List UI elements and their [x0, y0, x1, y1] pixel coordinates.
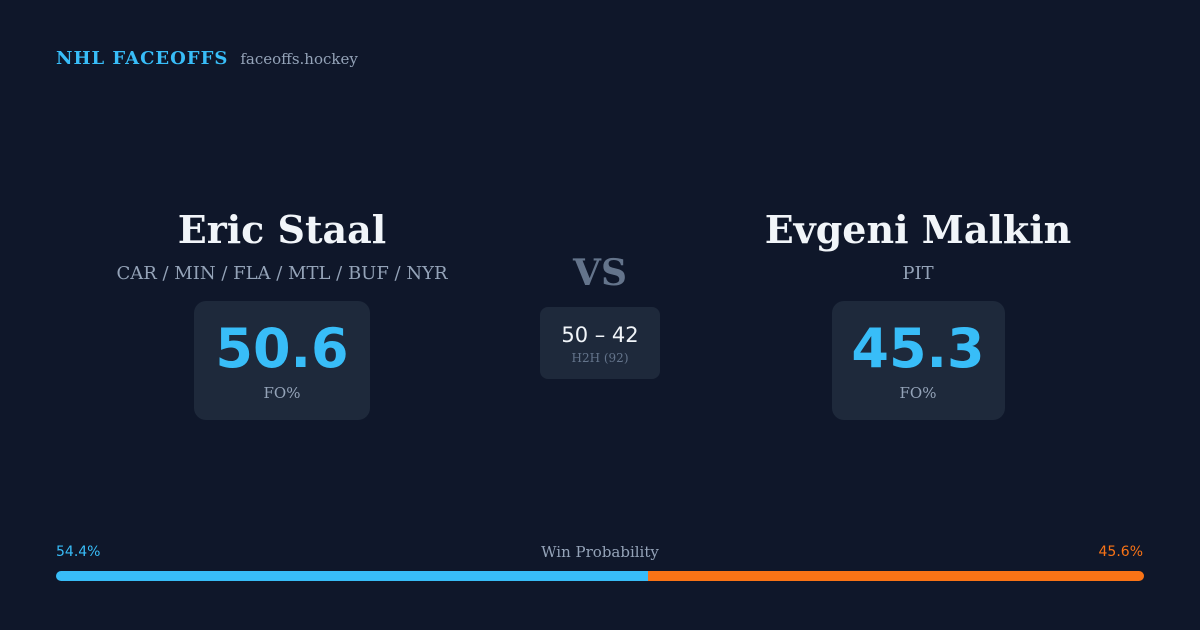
win-probability-bar	[56, 571, 1144, 581]
brand-name[interactable]: NHL FACEOFFS	[56, 48, 229, 69]
player-left-stat-card: 50.6 FO%	[194, 301, 370, 420]
win-probability-right-label: 45.6%	[1098, 544, 1143, 560]
win-probability-fill-right	[647, 571, 1144, 581]
win-probability-title: Win Probability	[541, 543, 659, 561]
player-right-fo-value: 45.3	[851, 316, 985, 380]
brand-url[interactable]: faceoffs.hockey	[240, 50, 358, 68]
vs-label: VS	[573, 252, 627, 294]
player-left-name: Eric Staal	[177, 207, 387, 252]
win-probability-left-label: 54.4%	[56, 544, 101, 560]
player-left: Eric Staal CAR / MIN / FLA / MTL / BUF /…	[82, 205, 482, 420]
player-right-name: Evgeni Malkin	[764, 207, 1072, 252]
player-right: Evgeni Malkin PIT 45.3 FO%	[718, 205, 1118, 420]
head-to-head-score: 50 – 42	[561, 322, 639, 347]
player-left-fo-value: 50.6	[215, 316, 349, 380]
player-left-fo-label: FO%	[263, 383, 301, 402]
player-right-teams: PIT	[902, 263, 934, 284]
head-to-head-card: 50 – 42 H2H (92)	[540, 307, 660, 379]
brand: NHL FACEOFFS faceoffs.hockey	[56, 48, 358, 69]
player-left-teams: CAR / MIN / FLA / MTL / BUF / NYR	[116, 263, 448, 284]
head-to-head-label: H2H (92)	[571, 350, 629, 365]
player-right-fo-label: FO%	[899, 383, 937, 402]
player-right-stat-card: 45.3 FO%	[831, 301, 1005, 420]
win-probability-fill-left	[56, 571, 648, 581]
